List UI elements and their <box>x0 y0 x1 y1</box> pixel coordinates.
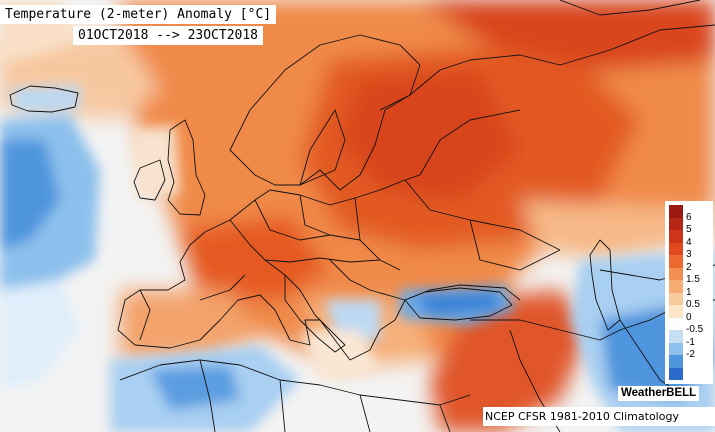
colorbar-swatch <box>669 267 683 280</box>
colorbar-tick-label: -1 <box>686 336 695 348</box>
date-range: 01OCT2018 --> 23OCT2018 <box>73 26 264 45</box>
map-title: Temperature (2-meter) Anomaly [°C] <box>0 5 277 24</box>
colorbar-tick-label: -0.5 <box>686 324 704 335</box>
colorbar-tick-label: 3 <box>686 249 692 260</box>
colorbar-swatch <box>669 280 683 293</box>
colorbar-swatch <box>669 317 683 330</box>
colorbar-swatch <box>669 242 683 255</box>
colorbar-tick-label: 1 <box>686 286 692 298</box>
colorbar-tick-label: 5 <box>686 224 692 235</box>
colorbar-legend: 6 5 4 3 2 1.5 1 0.5 0 -0.5 -1 -2 <box>665 201 713 384</box>
colorbar-tick-label: 0 <box>686 311 692 323</box>
colorbar-swatch <box>669 330 683 343</box>
colorbar-swatch <box>669 217 683 230</box>
colorbar-swatch <box>669 305 683 318</box>
colorbar-tick-label: 0.5 <box>686 299 700 310</box>
coastlines <box>9 0 715 432</box>
colorbar-swatch <box>669 255 683 268</box>
colorbar-swatch <box>669 342 683 355</box>
colorbar-tick-label: 4 <box>686 236 692 248</box>
colorbar-swatch <box>669 205 683 218</box>
colorbar-tick-label: -2 <box>686 349 695 360</box>
colorbar-swatch <box>669 355 683 368</box>
brand-label: WeatherBELL <box>618 386 700 401</box>
colorbar-swatch <box>669 367 683 380</box>
source-label: NCEP CFSR 1981-2010 Climatology <box>483 407 715 426</box>
colorbar-tick-label: 1.5 <box>686 274 700 285</box>
colorbar-swatch <box>669 230 683 243</box>
colorbar-tick-label: 6 <box>686 211 692 223</box>
colorbar-tick-label: 2 <box>686 261 692 273</box>
colorbar-swatch <box>669 292 683 305</box>
